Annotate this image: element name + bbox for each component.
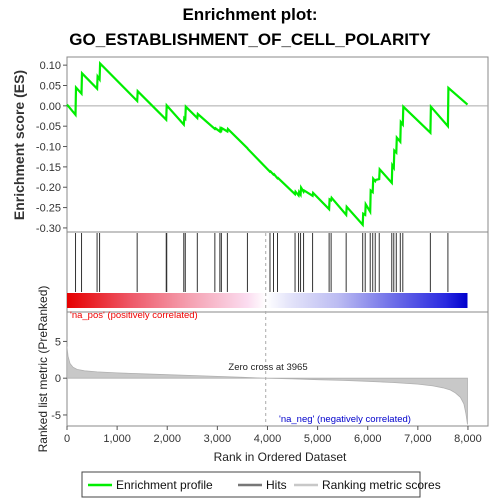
chart-title-line2: GO_ESTABLISHMENT_OF_CELL_POLARITY <box>69 30 431 49</box>
positive-correlation-label: 'na_pos' (positively correlated) <box>70 310 198 321</box>
x-tick-label: 6,000 <box>354 433 382 445</box>
enrichment-profile-line <box>66 60 469 228</box>
es-y-tick-label: -0.10 <box>36 142 61 154</box>
ranking-metric-area <box>67 346 468 425</box>
metric-y-axis-label: Ranked list metric (PreRanked) <box>36 286 50 453</box>
es-y-tick-label: -0.25 <box>36 203 61 215</box>
x-tick-label: 2,000 <box>153 433 181 445</box>
x-tick-label: 4,000 <box>254 433 282 445</box>
es-y-ticks: 0.10 0.05 0.00 -0.05 -0.10 -0.15 -0.20 -0.25 -0.… <box>36 60 67 235</box>
legend-enrichment-label: Enrichment profile <box>116 478 213 492</box>
zero-cross-label: Zero cross at 3965 <box>228 362 307 373</box>
negative-correlation-label: 'na_neg' (negatively correlated) <box>279 414 411 425</box>
es-y-tick-label: -0.05 <box>36 121 61 133</box>
x-axis-label: Rank in Ordered Dataset <box>214 450 347 464</box>
x-tick-label: 7,000 <box>404 433 432 445</box>
rank-heatmap-bar <box>67 293 468 308</box>
x-tick-label: 8,000 <box>454 433 482 445</box>
legend-metric-label: Ranking metric scores <box>322 478 441 492</box>
metric-y-tick-label: -5 <box>51 410 61 422</box>
metric-y-tick-label: 0 <box>55 373 61 385</box>
metric-panel-frame <box>66 311 489 427</box>
x-tick-label: 5,000 <box>304 433 332 445</box>
es-y-tick-label: -0.20 <box>36 182 61 194</box>
x-tick-label: 3,000 <box>204 433 232 445</box>
es-y-tick-label: -0.30 <box>36 223 61 235</box>
x-tick-label: 0 <box>64 433 70 445</box>
hits-markers <box>75 233 449 292</box>
es-y-tick-label: 0.10 <box>40 60 61 72</box>
legend-hits-label: Hits <box>266 478 287 492</box>
x-tick-label: 1,000 <box>103 433 131 445</box>
es-y-tick-label: 0.05 <box>40 80 61 92</box>
metric-y-ticks: 5 0 -5 <box>51 336 67 422</box>
es-y-tick-label: 0.00 <box>40 101 61 113</box>
metric-x-ticks: 0 1,000 2,000 3,000 4,000 5,000 6,000 7,000 8,00… <box>64 426 482 445</box>
es-y-axis-label: Enrichment score (ES) <box>11 70 27 220</box>
metric-y-tick-label: 5 <box>55 336 61 348</box>
es-y-tick-label: -0.15 <box>36 162 61 174</box>
chart-title-line1: Enrichment plot: <box>182 5 317 24</box>
es-panel-frame <box>66 56 489 233</box>
